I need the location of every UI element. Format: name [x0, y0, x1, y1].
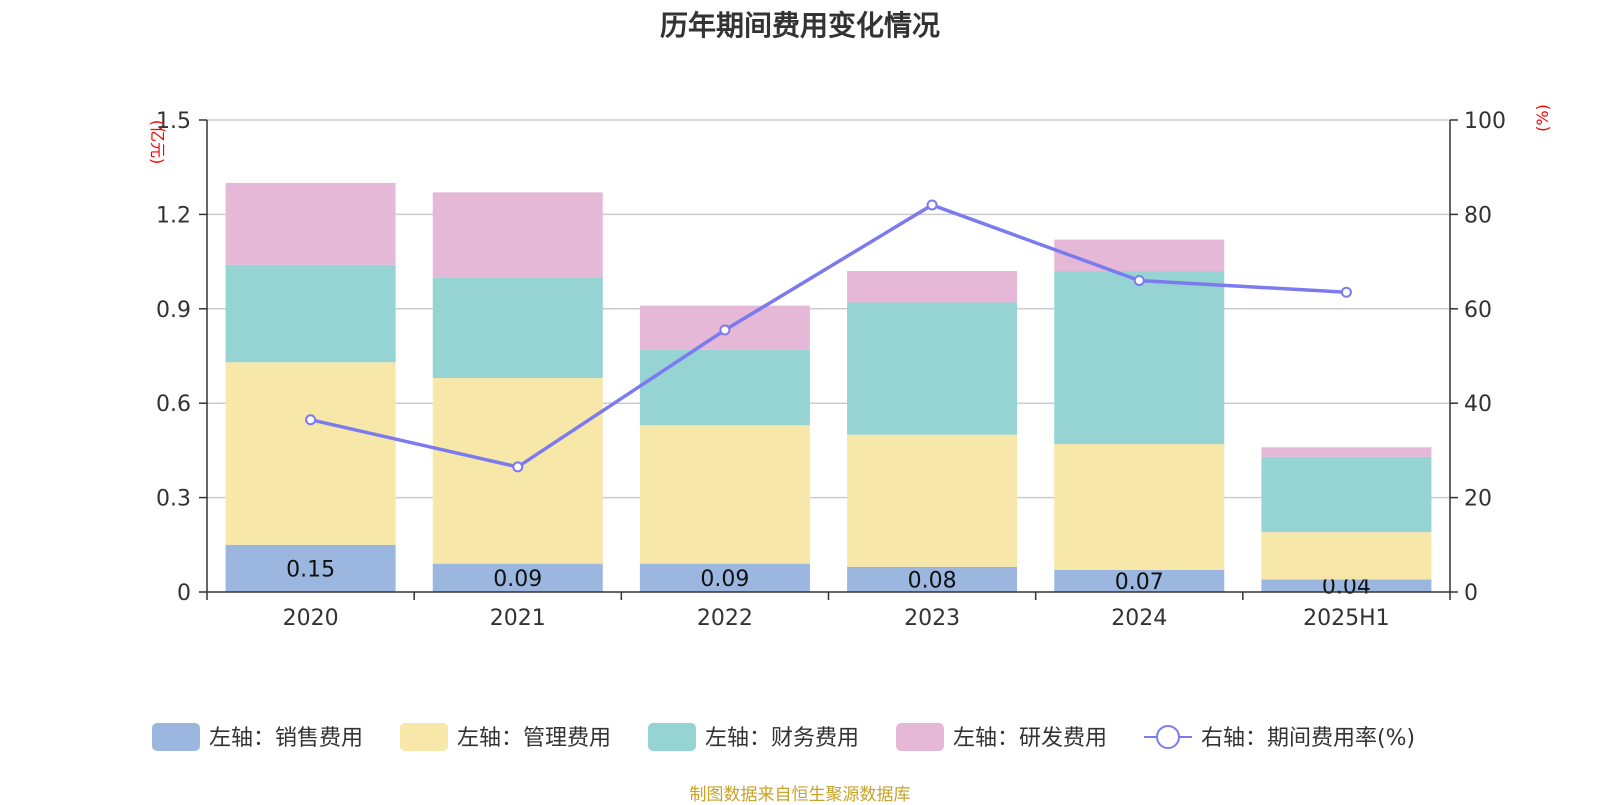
legend-label: 右轴：期间费用率(%)	[1201, 726, 1415, 751]
bar-segment	[847, 302, 1018, 435]
rate-point	[1133, 274, 1145, 286]
bar-segment	[639, 563, 810, 592]
legend-label: 左轴：研发费用	[953, 726, 1107, 751]
bar-segment	[225, 264, 396, 363]
bar-data-label: 0.15	[286, 557, 335, 582]
x-axis-tick-label: 2023	[904, 606, 960, 631]
left-axis-unit: (亿元)	[148, 120, 167, 165]
legend-swatch	[648, 723, 696, 751]
right-axis-unit: (%)	[1533, 104, 1552, 132]
right-axis-tick-label: 80	[1464, 203, 1492, 228]
bar-data-label: 0.07	[1115, 570, 1164, 595]
legend-label: 左轴：管理费用	[457, 726, 611, 751]
left-axis-tick-label: 0.9	[156, 298, 191, 323]
source-note: 制图数据来自恒生聚源数据库	[689, 785, 911, 805]
bar-segment	[432, 563, 603, 592]
left-axis-tick-label: 0.6	[156, 392, 191, 417]
bar-segment	[225, 544, 396, 592]
rate-point	[305, 414, 317, 426]
rate-point	[926, 199, 938, 211]
legend-swatch	[896, 723, 944, 751]
bar-segment	[847, 271, 1018, 303]
bar-segment	[639, 349, 810, 426]
left-axis-tick-label: 0	[177, 581, 191, 606]
x-axis-tick-label: 2020	[283, 606, 339, 631]
bar-segment	[639, 425, 810, 564]
rate-point	[512, 461, 524, 473]
bar-segment	[1261, 456, 1432, 533]
left-axis-tick-label: 0.3	[156, 487, 191, 512]
legend-label: 左轴：财务费用	[705, 726, 859, 751]
right-axis-tick-label: 20	[1464, 487, 1492, 512]
bar-data-label: 0.08	[908, 568, 957, 593]
x-axis-tick-label: 2025H1	[1303, 606, 1390, 631]
chart-title: 历年期间费用变化情况	[659, 9, 940, 42]
bar-segment	[1261, 579, 1432, 592]
x-axis-tick-label: 2024	[1111, 606, 1167, 631]
bar-segment	[1261, 532, 1432, 580]
bar-data-label: 0.09	[493, 567, 542, 592]
rate-point	[719, 324, 731, 336]
left-axis-tick-label: 1.2	[156, 203, 191, 228]
x-axis-tick-label: 2022	[697, 606, 753, 631]
bar-segment	[1054, 271, 1225, 445]
right-axis-tick-label: 0	[1464, 581, 1478, 606]
right-axis-tick-label: 60	[1464, 298, 1492, 323]
legend-swatch	[152, 723, 200, 751]
legend-label: 左轴：销售费用	[209, 726, 363, 751]
right-axis-tick-label: 40	[1464, 392, 1492, 417]
rate-line	[310, 203, 1347, 469]
legend-swatch	[400, 723, 448, 751]
rate-point	[1340, 286, 1352, 298]
bar-segment	[225, 362, 396, 545]
left-axis-tick-label: 1.5	[156, 109, 191, 134]
bar-segment	[432, 277, 603, 379]
bar-segment	[1261, 447, 1432, 457]
bar-segment	[847, 566, 1018, 592]
legend-marker	[1156, 725, 1180, 749]
bar-segment	[847, 434, 1018, 567]
right-axis-tick-label: 100	[1464, 109, 1506, 134]
x-axis-tick-label: 2021	[490, 606, 546, 631]
bar-data-label: 0.09	[700, 567, 749, 592]
bar-segment	[225, 182, 396, 265]
bar-segment	[1054, 239, 1225, 272]
bar-segment	[1054, 444, 1225, 570]
bar-segment	[1054, 569, 1225, 592]
bar-segment	[432, 192, 603, 278]
